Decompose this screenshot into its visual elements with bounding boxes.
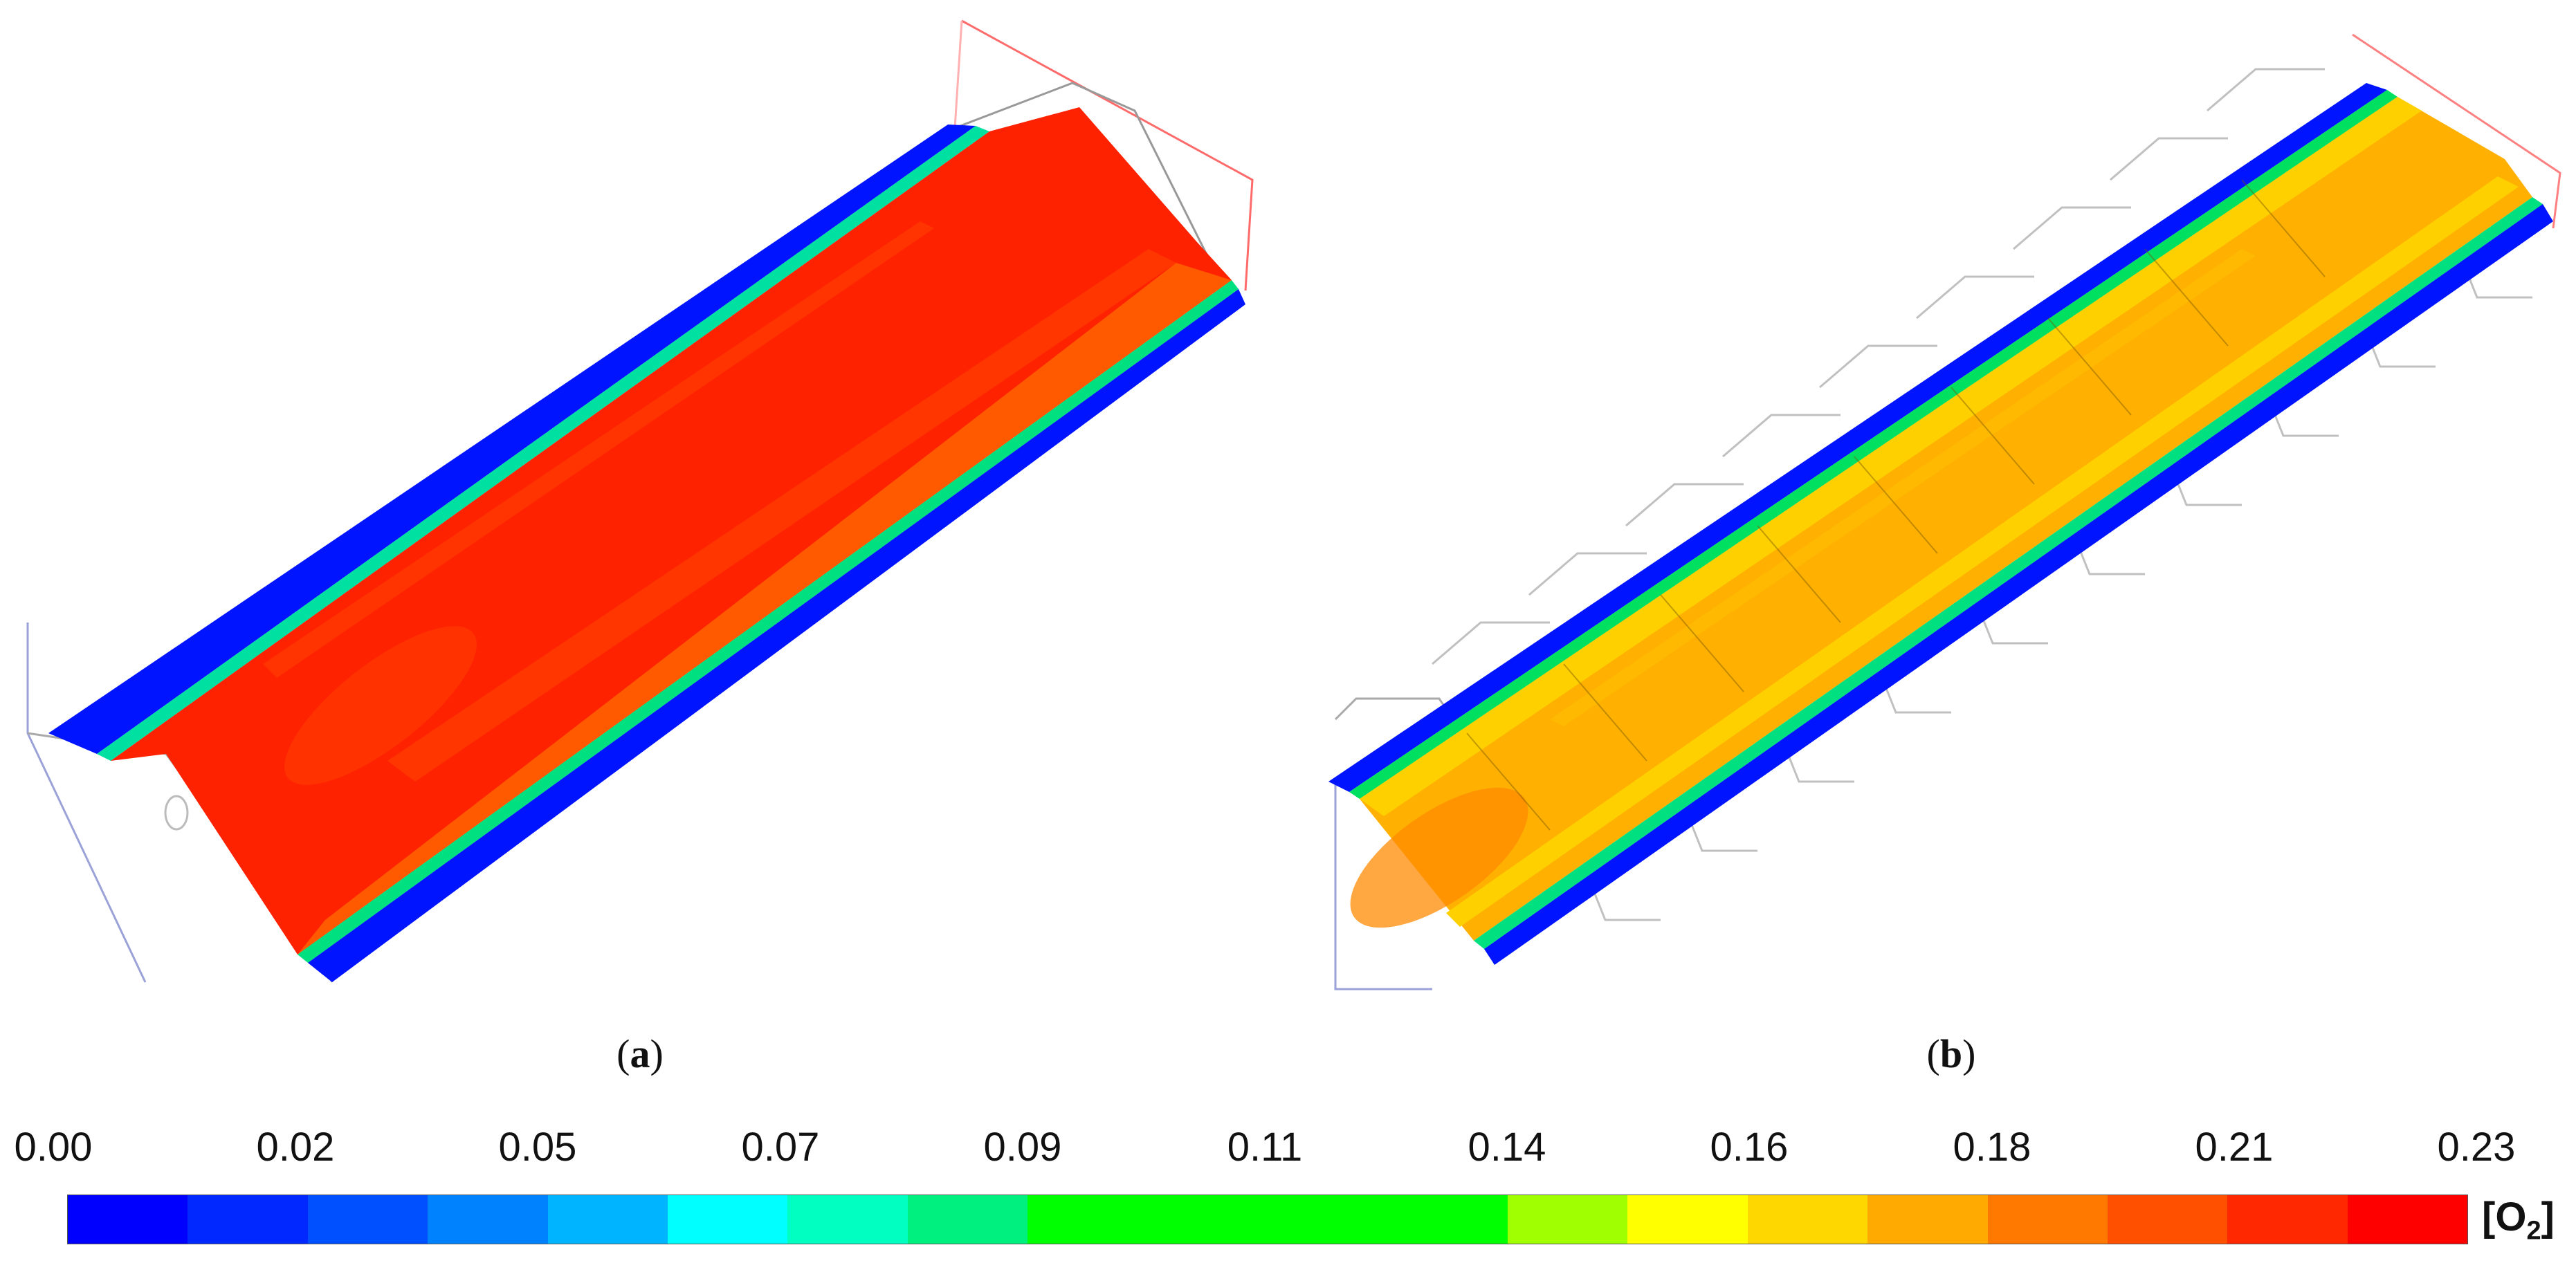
colorbar-segment — [2347, 1195, 2468, 1244]
colorbar-segment — [1747, 1195, 1868, 1244]
contour-plot-b — [1328, 33, 2561, 990]
caption-a: (a) — [616, 1031, 664, 1076]
wireframe-edge — [2352, 33, 2561, 229]
caption-b: (b) — [1926, 1031, 1976, 1076]
contour-surface-b — [1360, 97, 2532, 941]
wireframe-edge — [164, 795, 189, 831]
colorbar-tick: 0.11 — [1227, 1125, 1303, 1170]
colorbar-segment — [1507, 1195, 1628, 1244]
colorbar-segment — [307, 1195, 428, 1244]
contour-wall-top — [1328, 83, 2387, 792]
colorbar-segment — [1867, 1195, 1988, 1244]
caption-a-letter: a — [630, 1031, 650, 1076]
colorbar-tick: 0.00 — [14, 1125, 93, 1170]
colorbar-segment — [787, 1195, 908, 1244]
colorbar-segment — [428, 1195, 548, 1244]
colorbar-segment — [1147, 1195, 1268, 1244]
contour-streak — [387, 249, 1176, 782]
colorbar-segment — [68, 1195, 188, 1244]
colorbar-segment — [1987, 1195, 2108, 1244]
unit-suffix: ] — [2541, 1195, 2555, 1239]
colorbar — [67, 1195, 2468, 1244]
colorbar-tick: 0.07 — [741, 1125, 820, 1170]
contour-wall-bottom — [308, 289, 1245, 982]
colorbar-tick: 0.21 — [2195, 1125, 2274, 1170]
contour-plot-a — [26, 19, 1254, 983]
contour-streak — [263, 221, 934, 678]
contour-gradient-band — [1349, 90, 2397, 799]
colorbar-tick: 0.16 — [1710, 1125, 1789, 1170]
colorbar-segment — [1627, 1195, 1748, 1244]
contour-surface-a — [111, 107, 1232, 955]
contour-streak — [1360, 97, 2422, 816]
caption-b-letter: b — [1939, 1031, 1963, 1076]
colorbar-segment — [1387, 1195, 1508, 1244]
rib-outlines-top — [1432, 68, 2325, 665]
wireframe-edge — [1334, 782, 1432, 990]
contour-streak — [298, 263, 1232, 955]
contour-panel-a — [0, 0, 1301, 1024]
colorbar-tick: 0.23 — [2437, 1125, 2516, 1170]
contour-streak — [1550, 249, 2256, 726]
contour-gradient-band — [298, 280, 1239, 963]
colorbar-tick: 0.09 — [983, 1125, 1062, 1170]
colorbar-segment — [907, 1195, 1028, 1244]
contour-gradient-band — [1474, 197, 2543, 949]
contour-wall-top — [48, 125, 976, 754]
colorbar-segment — [1027, 1195, 1148, 1244]
colorbar-tick: 0.14 — [1468, 1125, 1546, 1170]
contour-wall-bottom — [1484, 204, 2553, 965]
colorbar-segment — [547, 1195, 668, 1244]
colorbar-tick: 0.02 — [256, 1125, 335, 1170]
wireframe-edge — [961, 19, 1254, 291]
unit-prefix: [O — [2482, 1195, 2527, 1239]
colorbar-segment — [668, 1195, 788, 1244]
colorbar-tick: 0.05 — [498, 1125, 577, 1170]
contour-streak — [284, 626, 477, 785]
contour-panel-b — [1287, 0, 2576, 1024]
colorbar-segment — [2107, 1195, 2228, 1244]
colorbar-segment — [2227, 1195, 2348, 1244]
contour-streak — [1446, 176, 2519, 927]
colorbar-unit-label: [O2] — [2482, 1194, 2555, 1246]
unit-subscript: 2 — [2526, 1216, 2541, 1246]
contour-streak — [1350, 787, 1528, 928]
contour-gradient-band — [97, 126, 989, 761]
colorbar-tick: 0.18 — [1953, 1125, 2031, 1170]
rib-lines — [1466, 179, 2326, 831]
wireframe-edge — [26, 623, 147, 983]
colorbar-segment — [1268, 1195, 1388, 1244]
wireframe-edge — [954, 82, 1219, 277]
colorbar-segment — [188, 1195, 308, 1244]
